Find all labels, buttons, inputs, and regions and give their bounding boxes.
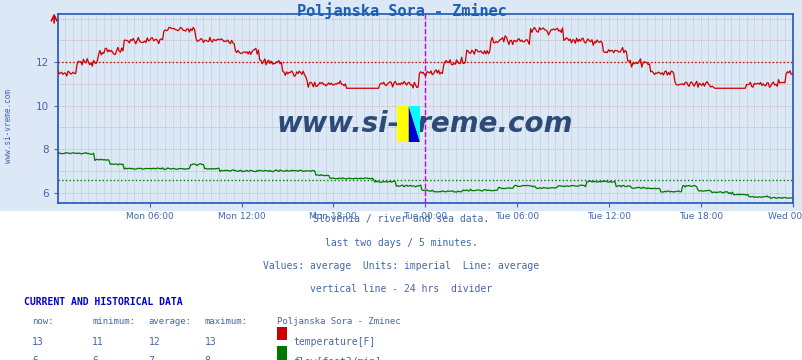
Text: 7: 7 xyxy=(148,356,154,360)
Text: www.si-vreme.com: www.si-vreme.com xyxy=(277,110,573,138)
Text: vertical line - 24 hrs  divider: vertical line - 24 hrs divider xyxy=(310,284,492,294)
Text: Values: average  Units: imperial  Line: average: Values: average Units: imperial Line: av… xyxy=(263,261,539,271)
Polygon shape xyxy=(408,106,419,142)
Text: last two days / 5 minutes.: last two days / 5 minutes. xyxy=(325,238,477,248)
Text: 8: 8 xyxy=(205,356,210,360)
Text: 6: 6 xyxy=(32,356,38,360)
Text: 6: 6 xyxy=(92,356,98,360)
Text: 12: 12 xyxy=(148,337,160,347)
Text: CURRENT AND HISTORICAL DATA: CURRENT AND HISTORICAL DATA xyxy=(24,297,183,307)
Text: now:: now: xyxy=(32,317,54,326)
Text: 13: 13 xyxy=(32,337,44,347)
Text: Poljanska Sora - Zminec: Poljanska Sora - Zminec xyxy=(277,317,400,326)
Bar xyxy=(397,106,408,142)
Text: www.si-vreme.com: www.si-vreme.com xyxy=(3,89,13,163)
Text: 13: 13 xyxy=(205,337,217,347)
Polygon shape xyxy=(408,106,419,142)
Text: temperature[F]: temperature[F] xyxy=(293,337,375,347)
Text: 11: 11 xyxy=(92,337,104,347)
Text: Poljanska Sora - Zminec: Poljanska Sora - Zminec xyxy=(296,2,506,19)
Text: minimum:: minimum: xyxy=(92,317,136,326)
Text: maximum:: maximum: xyxy=(205,317,248,326)
Text: flow[foot3/min]: flow[foot3/min] xyxy=(293,356,381,360)
Text: average:: average: xyxy=(148,317,192,326)
Text: Slovenia / river and sea data.: Slovenia / river and sea data. xyxy=(313,214,489,224)
